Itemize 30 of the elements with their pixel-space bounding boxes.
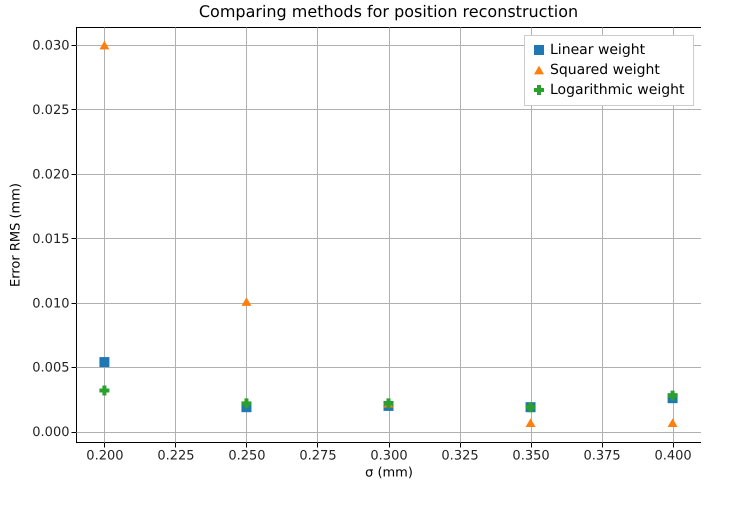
x-tick-label: 0.275 <box>299 448 337 464</box>
point <box>668 390 678 401</box>
y-tick-label: 0.030 <box>32 38 70 54</box>
y-tick-label: 0.015 <box>32 232 70 247</box>
y-tick-label: 0.000 <box>32 425 70 440</box>
point <box>99 385 110 396</box>
point <box>99 357 110 368</box>
x-tick-label: 0.250 <box>228 448 266 464</box>
point <box>241 398 252 408</box>
x-tick-label: 0.200 <box>86 448 124 464</box>
y-tick-label: 0.010 <box>32 296 70 312</box>
y-axis-title: Error RMS (mm) <box>8 183 24 287</box>
legend-label: Logarithmic weight <box>550 82 685 98</box>
point <box>241 297 252 306</box>
x-tick-label: 0.300 <box>370 448 408 464</box>
x-tick-label: 0.400 <box>654 448 692 464</box>
y-tick-label: 0.005 <box>32 360 70 376</box>
point <box>526 418 536 427</box>
point <box>99 40 110 50</box>
x-tick-label: 0.375 <box>583 448 621 464</box>
legend-label: Linear weight <box>550 42 646 58</box>
chart-title: Comparing methods for position reconstruction <box>198 2 578 21</box>
x-axis-title: σ (mm) <box>365 466 413 480</box>
x-tick-label: 0.325 <box>441 448 479 464</box>
x-tick-label: 0.350 <box>512 448 550 464</box>
legend-label: Squared weight <box>550 62 660 78</box>
point <box>668 418 678 427</box>
y-tick-label: 0.020 <box>32 167 70 182</box>
x-tick-label: 0.225 <box>157 448 195 464</box>
y-tick-label: 0.025 <box>32 102 70 118</box>
